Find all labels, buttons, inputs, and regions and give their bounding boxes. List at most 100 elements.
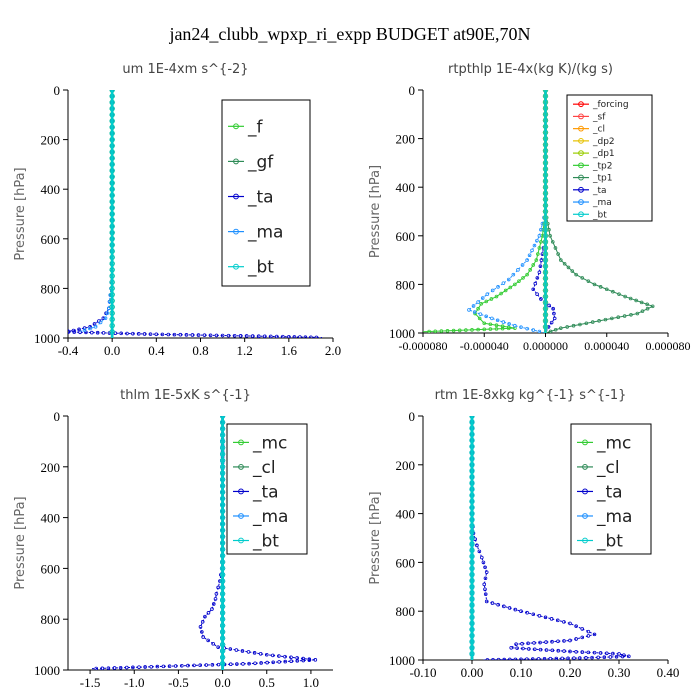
data-point <box>532 243 537 248</box>
data-point <box>469 492 475 498</box>
data-point <box>645 306 650 311</box>
data-point <box>143 665 147 669</box>
data-point <box>469 486 475 492</box>
legend-label: _cl <box>592 125 605 135</box>
data-point <box>479 302 483 306</box>
legend-label: _gf <box>247 152 274 172</box>
legend-item: _ma <box>577 507 632 527</box>
data-point <box>650 304 655 309</box>
legend-swatch-marker <box>578 137 584 144</box>
legend-swatch-marker <box>233 158 239 165</box>
plot-area <box>423 90 655 333</box>
data-point <box>628 296 633 301</box>
data-point <box>538 640 542 645</box>
data-point <box>219 603 226 610</box>
legend-swatch-marker <box>582 488 588 495</box>
legend-item: _ma <box>233 507 288 527</box>
data-point <box>469 614 475 620</box>
data-point <box>125 331 129 336</box>
legend-swatch-marker <box>238 464 244 470</box>
data-point <box>107 331 112 335</box>
series-line-ma <box>467 90 546 333</box>
data-point <box>268 334 273 338</box>
legend-label: _bt <box>252 532 279 552</box>
data-point <box>247 661 251 666</box>
legend-swatch-marker <box>238 537 244 544</box>
data-point <box>542 166 549 172</box>
data-point <box>540 221 545 226</box>
data-point <box>520 263 525 267</box>
data-point <box>109 242 115 248</box>
data-point <box>262 334 267 338</box>
data-point <box>513 607 518 612</box>
data-point <box>531 612 536 617</box>
data-point <box>559 258 563 262</box>
data-point <box>521 276 525 280</box>
data-point <box>507 322 511 326</box>
data-point <box>206 611 211 615</box>
series-markers-ma <box>467 90 548 333</box>
x-tick-label: 0.8 <box>192 343 208 358</box>
data-point <box>535 292 539 296</box>
legend-label: _ma <box>596 507 632 527</box>
data-point <box>580 627 585 631</box>
data-point <box>611 651 615 656</box>
data-point <box>580 635 585 640</box>
data-point <box>571 323 576 328</box>
data-point <box>485 658 490 660</box>
data-point <box>552 316 557 321</box>
plot-area <box>469 416 631 660</box>
data-point <box>219 476 226 483</box>
data-point <box>109 137 115 143</box>
data-point <box>550 639 554 644</box>
data-point <box>596 655 600 660</box>
data-point <box>219 641 226 648</box>
data-point <box>464 328 468 332</box>
panel-title: thlm 1E-5xK s^{-1} <box>120 388 251 403</box>
data-point <box>570 269 575 273</box>
data-point <box>166 332 171 337</box>
x-tick-label: 0.20 <box>559 665 582 680</box>
legend-item: _mc <box>577 433 631 453</box>
data-point <box>469 553 475 559</box>
data-point <box>597 319 601 323</box>
data-point <box>469 602 475 608</box>
data-point <box>82 326 87 330</box>
data-point <box>553 327 558 332</box>
data-point <box>109 260 115 267</box>
x-tick-label: 0.000000 <box>523 339 568 353</box>
data-point <box>469 626 475 633</box>
data-point <box>469 468 475 474</box>
data-point <box>577 656 582 660</box>
data-point <box>142 332 147 336</box>
data-point <box>494 327 499 331</box>
data-point <box>219 540 226 546</box>
data-point <box>109 99 115 106</box>
data-point <box>289 659 294 664</box>
data-point <box>580 276 585 280</box>
chart-panel-4: rtm 1E-8xkg kg^{-1} s^{-1} Pressure [hPa]… <box>368 388 679 680</box>
data-point <box>537 234 542 238</box>
data-point <box>200 619 205 624</box>
legend-swatch-marker <box>578 211 584 218</box>
legend-swatch-marker <box>578 174 584 181</box>
panel-title: rtpthlp 1E-4x(kg K)/(kg s) <box>448 62 613 77</box>
legend-item: _gf <box>228 152 274 172</box>
data-point <box>109 90 115 93</box>
data-point <box>542 93 549 99</box>
data-point <box>219 578 226 584</box>
legend-item: _ta <box>573 186 607 196</box>
data-point <box>514 642 518 646</box>
legend-swatch-marker <box>233 123 239 130</box>
data-point <box>219 584 226 591</box>
data-point <box>94 666 98 670</box>
y-tick-label: 200 <box>41 133 61 148</box>
x-tick-label: 0.40 <box>657 665 680 680</box>
data-point <box>172 332 177 337</box>
data-point <box>109 223 115 229</box>
data-point <box>137 665 141 669</box>
data-point <box>240 649 245 653</box>
data-point <box>542 123 549 130</box>
data-point <box>109 236 115 242</box>
